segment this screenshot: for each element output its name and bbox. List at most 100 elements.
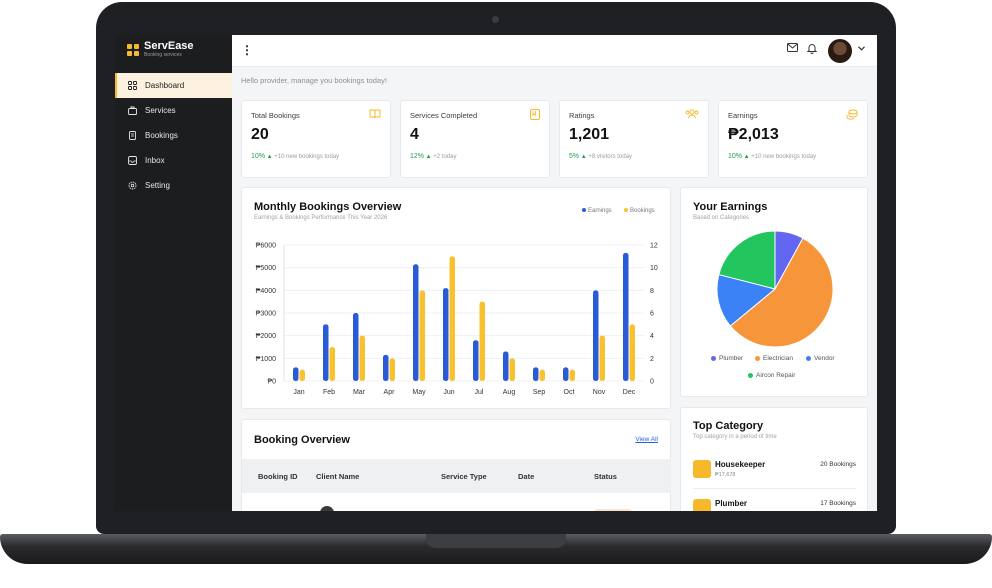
category-name: Plumber [715,499,748,508]
stat-title: Total Bookings [251,111,300,120]
sidebar-item-dashboard[interactable]: Dashboard [115,73,232,98]
app-screen: ServEase Booking services Dashboard Serv… [115,35,877,511]
category-row-plumber[interactable]: Plumber 17 Bookings [693,497,856,511]
top-category-title: Top Category [693,420,764,432]
bar-bookings-oct[interactable] [569,369,576,381]
pie-legend-aircon-repair: Aircon Repair [748,372,795,379]
avatar[interactable] [828,39,852,63]
column-status[interactable]: Status [594,472,617,481]
earnings-subtitle: Based on Categories [693,215,750,221]
grid-icon [128,81,137,90]
topbar: ⋮ [232,35,877,67]
bar-bookings-may[interactable] [419,290,426,381]
legend-earnings: Earnings [582,208,612,214]
monthly-title: Monthly Bookings Overview [254,201,402,213]
chevron-down-icon[interactable] [858,44,865,53]
sidebar-item-inbox[interactable]: Inbox [115,148,232,173]
legend-label: Earnings [588,208,612,214]
bar-bookings-jan[interactable] [299,369,306,381]
x-tick-label: Apr [384,389,396,396]
bar-earnings-may[interactable] [413,264,419,381]
x-tick-label: Jan [293,389,304,396]
bar-earnings-jun[interactable] [443,288,449,381]
sidebar: ServEase Booking services Dashboard Serv… [115,35,232,511]
bar-bookings-apr[interactable] [389,358,396,381]
bar-bookings-sep[interactable] [539,369,546,381]
stat-note: +10 new bookings today [751,154,817,160]
inbox-icon [128,156,137,165]
monthly-subtitle: Earnings & Bookings Performance This Yea… [254,215,388,221]
bar-bookings-aug[interactable] [509,358,516,381]
legend-label: Plumber [719,355,744,362]
view-all-link[interactable]: View All [635,436,658,443]
pie-slice-vendor[interactable] [716,273,777,327]
mail-icon[interactable] [787,43,798,55]
bar-chart: ₱0 0 ₱1000 2 ₱2000 4 ₱3000 6 ₱4000 8 ₱5000 10 ₱6000 1… [256,243,658,397]
bar-earnings-feb[interactable] [323,324,329,381]
bar-bookings-jul[interactable] [479,301,486,381]
client-avatar [320,506,334,511]
bar-bookings-nov[interactable] [599,335,606,381]
category-icon [693,460,711,478]
stat-foot: 12% ▲ +2 today [410,153,456,160]
bar-earnings-aug[interactable] [503,351,509,381]
pie-chart [716,230,834,348]
bar-earnings-jul[interactable] [473,340,479,381]
sidebar-item-label: Bookings [145,131,178,140]
legend-dot [748,372,753,378]
sidebar-item-services[interactable]: Services [115,98,232,123]
sidebar-item-bookings[interactable]: Bookings [115,123,232,148]
brand[interactable]: ServEase Booking services [127,41,194,58]
legend-label: Electrician [763,355,793,362]
brand-name: ServEase [144,40,194,52]
y-right-tick-label: 6 [650,311,654,318]
column-booking-id[interactable]: Booking ID [258,472,298,481]
stat-card-earnings: Earnings ₱2,013 10% ▲ +10 new bookings t… [718,100,868,178]
booking-overview-card: Booking Overview View All Booking ID Cli… [241,419,671,511]
book-icon [369,109,381,122]
legend-dot [806,355,811,361]
category-price: ₱17,678 [715,472,736,478]
sidebar-item-setting[interactable]: Setting [115,173,232,198]
bar-bookings-feb[interactable] [329,347,336,381]
bar-earnings-nov[interactable] [593,290,599,381]
category-count: 20 Bookings [820,461,856,468]
sidebar-item-label: Services [145,106,176,115]
stat-value: 4 [410,126,419,143]
bar-earnings-jan[interactable] [293,367,299,381]
column-service-type[interactable]: Service Type [441,472,487,481]
earnings-title: Your Earnings [693,201,768,213]
category-row-housekeeper[interactable]: Housekeeper ₱17,678 20 Bookings [693,458,856,496]
bar-bookings-jun[interactable] [449,256,456,381]
legend-dot [624,208,628,212]
stat-title: Services Completed [410,111,478,120]
arrow-up-icon: ▲ [579,154,589,160]
stat-pct: 10% [251,153,266,160]
legend-bookings: Bookings [624,208,655,214]
arrow-up-icon: ▲ [265,154,275,160]
y-left-tick-label: ₱0 [267,379,276,386]
bar-earnings-mar[interactable] [353,313,359,381]
y-right-tick-label: 8 [650,288,654,295]
kebab-icon[interactable]: ⋮ [241,43,253,57]
x-tick-label: Oct [564,389,575,396]
bar-earnings-apr[interactable] [383,354,389,381]
category-name: Housekeeper [715,460,766,469]
bar-bookings-mar[interactable] [359,335,366,381]
bell-icon[interactable] [806,43,818,57]
stat-card-total-bookings: Total Bookings 20 10% ▲ +10 new bookings… [241,100,391,178]
bar-earnings-sep[interactable] [533,367,539,381]
stat-foot: 10% ▲ +10 new bookings today [728,153,816,160]
bar-bookings-dec[interactable] [629,324,636,381]
top-category-card: Top Category Top category in a period of… [680,407,868,511]
pie-slice-electrician[interactable] [729,237,834,348]
your-earnings-card: Your Earnings Based on Categories Plumbe… [680,187,868,397]
x-tick-label: Nov [593,389,606,396]
bar-earnings-oct[interactable] [563,367,569,381]
pie-slice-aircon-repair[interactable] [718,230,776,290]
column-client-name[interactable]: Client Name [316,472,360,481]
y-left-tick-label: ₱4000 [256,288,276,295]
bar-earnings-dec[interactable] [623,252,629,381]
stat-value: 1,201 [569,126,610,143]
column-date[interactable]: Date [518,472,535,481]
